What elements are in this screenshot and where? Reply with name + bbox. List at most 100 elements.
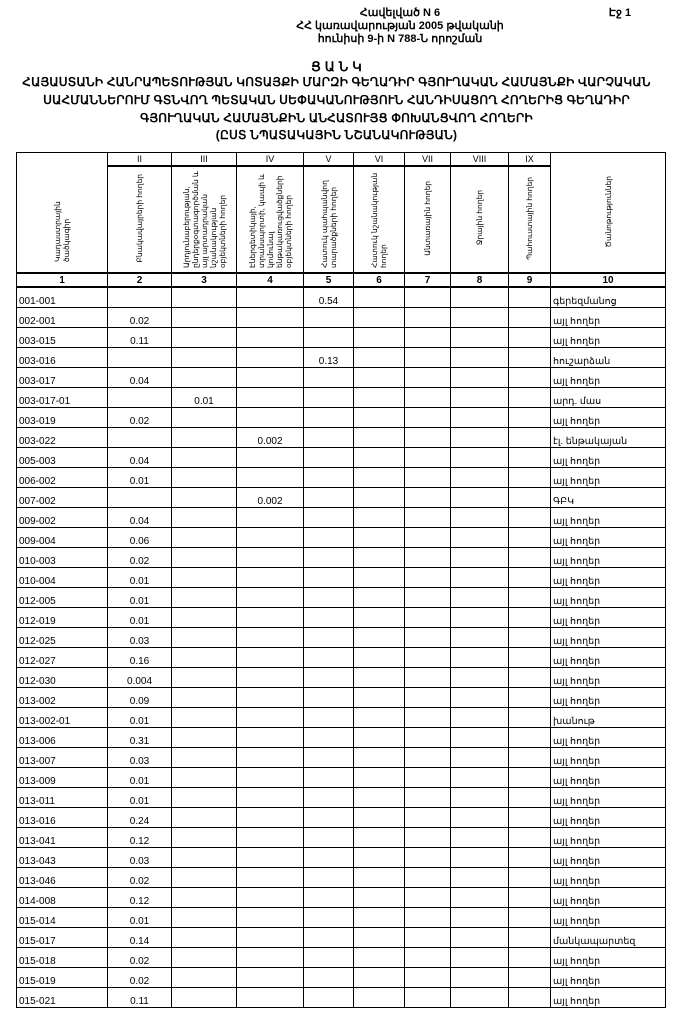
area-cell [404, 627, 451, 648]
area-cell [508, 327, 551, 348]
area-cell [236, 327, 304, 348]
area-cell [171, 647, 237, 668]
area-cell [404, 347, 451, 368]
area-cell [303, 487, 354, 508]
area-cell [508, 767, 551, 788]
table-row: 005-003 0.04 այլ հողեր [16, 447, 666, 468]
column-number: 1 [16, 272, 108, 288]
area-cell [450, 947, 509, 968]
column-number: 10 [550, 272, 666, 288]
area-cell [236, 387, 304, 408]
doc-heading: Ց Ա Ն Կ [311, 59, 362, 74]
area-cell [450, 447, 509, 468]
annex-header: Հավելված N 6 ՀՀ կառավարության 2005 թվակա… [290, 7, 510, 46]
area-cell [171, 547, 237, 568]
area-cell [404, 387, 451, 408]
area-cell: 0.11 [107, 327, 172, 348]
column-number: 5 [303, 272, 354, 288]
decision-line-2: հունիսի 9-ի N 788-Ն որոշման [317, 33, 483, 45]
area-cell [107, 487, 172, 508]
area-cell [404, 487, 451, 508]
column-number: 8 [450, 272, 509, 288]
area-cell: 0.01 [107, 767, 172, 788]
area-cell [303, 527, 354, 548]
table-row: 012-030 0.004 այլ հողեր [16, 667, 666, 688]
area-cell [353, 667, 405, 688]
cadastral-code: 013-016 [16, 807, 108, 828]
area-cell: 0.004 [107, 667, 172, 688]
area-cell [450, 507, 509, 528]
area-cell [236, 447, 304, 468]
cadastral-code: 013-006 [16, 727, 108, 748]
title-line-3: ԳՅՈՒՂԱԿԱՆ ՀԱՄԱՅՆՔԻՆ ԱՆՀԱՏՈՒՅՑ ՓՈԽԱՆՑՎՈՂ … [140, 111, 533, 125]
area-cell [236, 767, 304, 788]
column-header: Հատուկ նշանակության հողեր [353, 165, 405, 274]
roman-numeral: II [107, 152, 172, 167]
area-cell [508, 447, 551, 468]
note-cell: այլ հողեր [550, 827, 666, 848]
table-row: 009-002 0.04 այլ հողեր [16, 507, 666, 528]
area-cell [171, 687, 237, 708]
area-cell [303, 667, 354, 688]
area-cell [171, 947, 237, 968]
area-cell [508, 407, 551, 428]
area-cell [450, 727, 509, 748]
table-row: 013-002 0.09 այլ հողեր [16, 687, 666, 708]
column-header-label: Կադաստրային ծածկագիր [53, 200, 71, 262]
area-cell [353, 527, 405, 548]
column-header-label: Ջրային հողեր [475, 190, 484, 246]
roman-numeral: III [171, 152, 237, 167]
area-cell [450, 327, 509, 348]
table-row: 012-027 0.16 այլ հողեր [16, 647, 666, 668]
area-cell [508, 727, 551, 748]
note-cell: արդ. մաս [550, 387, 666, 408]
area-cell [236, 507, 304, 528]
cadastral-code: 009-004 [16, 527, 108, 548]
area-cell [508, 747, 551, 768]
note-cell: էլ. ենթակայան [550, 427, 666, 448]
area-cell: 0.16 [107, 647, 172, 668]
area-cell [508, 787, 551, 808]
area-cell [171, 747, 237, 768]
column-header: Ջրային հողեր [450, 165, 509, 274]
area-cell: 0.03 [107, 847, 172, 868]
area-cell [171, 667, 237, 688]
area-cell [508, 807, 551, 828]
area-cell: 0.01 [107, 587, 172, 608]
column-number: 6 [353, 272, 405, 288]
area-cell [404, 967, 451, 988]
decision-line-1: ՀՀ կառավարության 2005 թվականի [296, 20, 504, 32]
area-cell [236, 607, 304, 628]
area-cell [303, 987, 354, 1008]
area-cell [171, 867, 237, 888]
area-cell [303, 307, 354, 328]
roman-header-row: Կադաստրային ծածկագիր II III IV V VI VII VIII IX Ծ… [16, 152, 666, 274]
column-header: Հատուկ պահպանվող տարածքների հողեր [303, 165, 354, 274]
table-row: 001-001 0.54 գերեզմանոց [16, 286, 666, 308]
note-cell: այլ հողեր [550, 747, 666, 768]
column-header: Բնակավայրերի հողեր [107, 165, 172, 274]
area-cell [236, 407, 304, 428]
area-cell [404, 367, 451, 388]
area-cell [508, 286, 551, 308]
note-cell: այլ հողեր [550, 987, 666, 1008]
area-cell [508, 607, 551, 628]
area-cell [353, 407, 405, 428]
area-cell [303, 907, 354, 928]
area-cell [404, 687, 451, 708]
area-cell [171, 327, 237, 348]
area-cell [404, 327, 451, 348]
area-cell [508, 827, 551, 848]
area-cell [303, 447, 354, 468]
area-cell [353, 807, 405, 828]
area-cell [171, 707, 237, 728]
area-cell [107, 387, 172, 408]
area-cell: 0.01 [107, 907, 172, 928]
note-cell: այլ հողեր [550, 907, 666, 928]
cadastral-code: 007-002 [16, 487, 108, 508]
area-cell [353, 967, 405, 988]
table-row: 013-043 0.03 այլ հողեր [16, 847, 666, 868]
area-cell [508, 667, 551, 688]
area-cell [236, 727, 304, 748]
area-cell [450, 967, 509, 988]
